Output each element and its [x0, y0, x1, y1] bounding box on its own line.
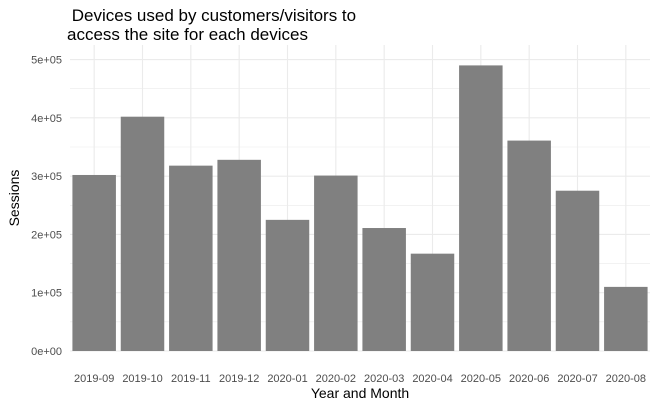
bar-2020-05 — [459, 65, 503, 352]
bar-2020-02 — [314, 175, 358, 351]
y-tick-label: 1e+05 — [31, 288, 62, 300]
bar-2020-04 — [410, 253, 455, 351]
x-tick-label: 2019-09 — [74, 373, 114, 385]
x-tick-label: 2020-04 — [412, 373, 452, 385]
bar-2019-11 — [169, 165, 213, 351]
x-tick-label: 2019-12 — [219, 373, 259, 385]
bar-2019-10 — [120, 116, 165, 351]
x-tick-label: 2020-05 — [461, 373, 501, 385]
x-tick-label: 2019-11 — [171, 373, 211, 385]
y-tick-label: 2e+05 — [31, 229, 62, 241]
x-tick-label: 2020-03 — [364, 373, 404, 385]
x-tick-label: 2020-06 — [509, 373, 549, 385]
bar-2019-12 — [217, 159, 261, 351]
x-tick-label: 2020-01 — [267, 373, 307, 385]
x-tick-label: 2019-10 — [122, 373, 162, 385]
y-tick-label: 0e+00 — [31, 346, 62, 358]
y-axis-title: Sessions — [6, 170, 22, 227]
x-tick-label: 2020-02 — [316, 373, 356, 385]
bar-2020-06 — [507, 140, 551, 351]
bar-2019-09 — [72, 174, 116, 351]
bar-2020-08 — [604, 286, 648, 351]
y-tick-label: 4e+05 — [31, 113, 62, 125]
bar-2020-03 — [362, 228, 406, 351]
x-axis-title: Year and Month — [311, 385, 409, 401]
bar-2020-01 — [265, 219, 310, 351]
x-tick-label: 2020-08 — [606, 373, 646, 385]
y-tick-label: 5e+05 — [31, 55, 62, 67]
chart-title: Devices used by customers/visitors to ac… — [67, 6, 357, 44]
bar-2020-07 — [555, 190, 600, 351]
x-tick-label: 2020-07 — [557, 373, 597, 385]
y-tick-label: 3e+05 — [31, 171, 62, 183]
